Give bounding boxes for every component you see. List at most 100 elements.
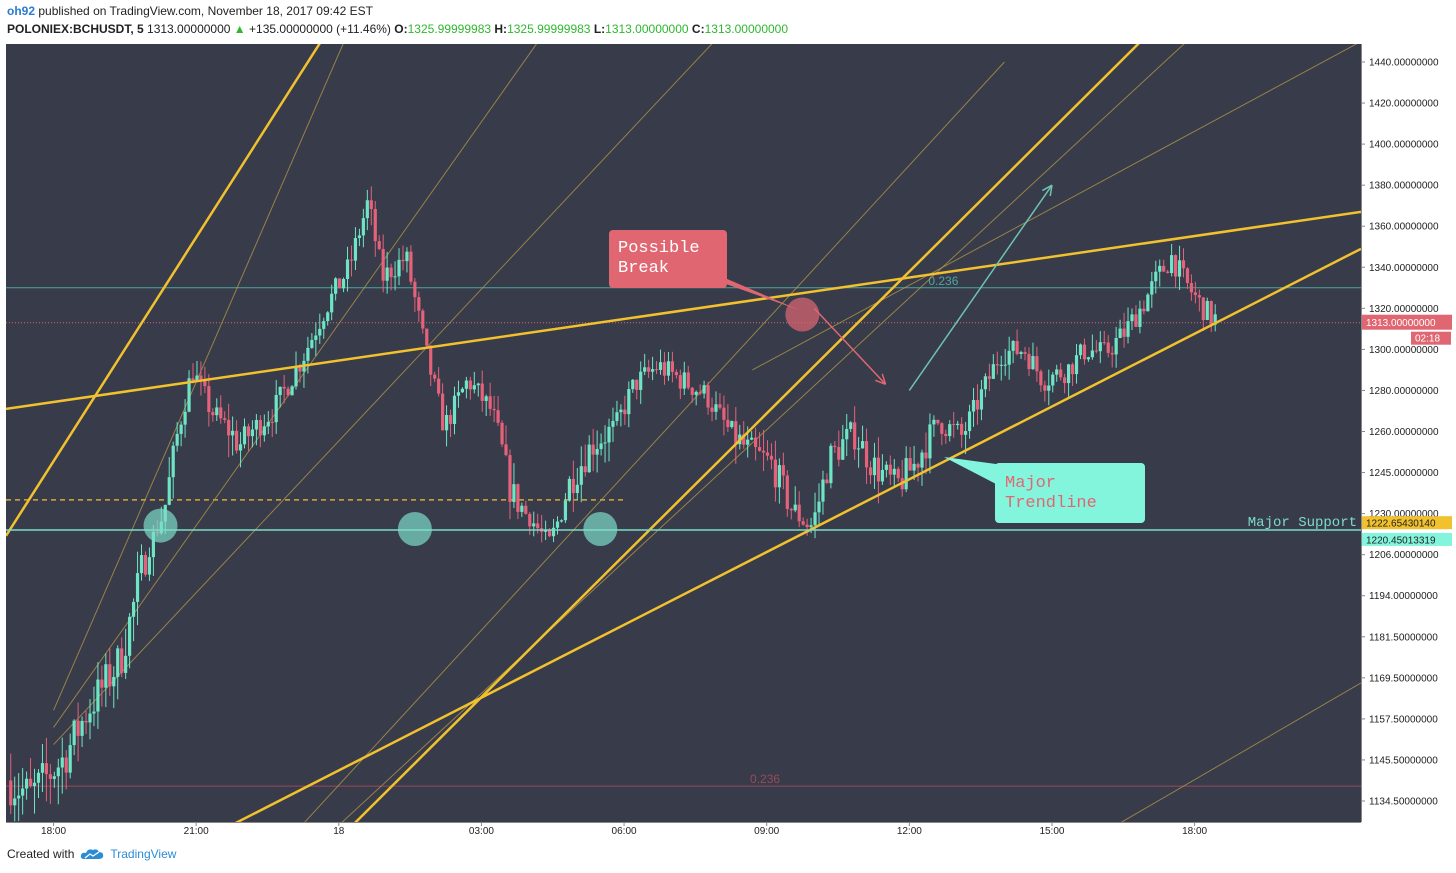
candle: [282, 374, 286, 404]
candle: [1067, 363, 1071, 399]
candle-body: [353, 237, 358, 261]
candle: [278, 386, 282, 408]
candle-body: [250, 429, 255, 437]
candle-body: [1130, 314, 1134, 322]
candle-body: [512, 484, 516, 502]
low-label: L:: [593, 22, 606, 36]
candle-body: [952, 424, 956, 426]
candle: [456, 380, 461, 408]
candle: [781, 452, 785, 490]
candle-body: [559, 520, 564, 522]
candle-body: [916, 463, 920, 468]
candle-body: [801, 521, 805, 525]
candle: [365, 189, 369, 231]
candle: [888, 455, 892, 485]
candle: [187, 370, 191, 413]
candle-body: [785, 475, 789, 509]
candle: [219, 395, 223, 424]
candle-body: [829, 445, 833, 484]
candle: [68, 733, 72, 779]
candle: [1154, 260, 1158, 294]
price-tick-label: 1206.00000000: [1369, 550, 1439, 561]
candle: [80, 716, 84, 747]
candle-body: [619, 409, 623, 413]
thin-trendline: [341, 44, 1185, 822]
candle: [369, 186, 373, 226]
candle-body: [270, 421, 274, 423]
candle: [524, 500, 528, 515]
candle: [908, 446, 912, 471]
candle: [171, 441, 175, 499]
candle-body: [750, 437, 754, 440]
price-tick-label: 1420.00000000: [1369, 99, 1439, 110]
candle-body: [924, 452, 928, 459]
candle: [932, 415, 936, 437]
candle-body: [742, 434, 746, 445]
candle: [195, 360, 199, 382]
candle: [377, 235, 381, 251]
candle: [868, 461, 873, 485]
candle: [1166, 269, 1170, 274]
candle: [349, 245, 354, 277]
candle: [805, 518, 809, 536]
author-name[interactable]: oh92: [7, 4, 36, 18]
candle: [496, 396, 500, 426]
candle: [131, 598, 136, 642]
candle-body: [544, 530, 548, 532]
candle-body: [139, 555, 144, 574]
candle-body: [1039, 371, 1043, 386]
candle-body: [1110, 352, 1114, 355]
candle: [1205, 297, 1209, 321]
candle: [829, 443, 833, 489]
candle: [995, 351, 999, 375]
candle-body: [44, 763, 49, 775]
candle: [1098, 331, 1102, 364]
candle-body: [1035, 356, 1039, 372]
candle: [884, 461, 888, 478]
circle-marker: [785, 297, 820, 332]
open-label: O:: [394, 22, 408, 36]
candle: [504, 425, 508, 457]
tradingview-link[interactable]: TradingView: [110, 847, 177, 861]
candle-body: [1150, 281, 1154, 295]
candle-body: [92, 711, 96, 714]
candle: [686, 365, 690, 390]
candle-body: [468, 380, 472, 390]
candle: [797, 491, 801, 528]
candle-body: [694, 391, 698, 395]
candle: [421, 308, 425, 334]
price-tick-label: 1260.00000000: [1369, 427, 1439, 438]
high-label: H:: [494, 22, 508, 36]
candle: [1051, 372, 1055, 393]
candle-body: [88, 713, 92, 723]
candle: [437, 367, 441, 397]
candle: [896, 466, 900, 482]
candle: [1150, 272, 1154, 308]
candle: [801, 517, 805, 526]
price-tick-label: 1134.50000000: [1369, 797, 1438, 808]
candle-body: [623, 409, 627, 415]
candle-body: [670, 361, 675, 372]
candle-body: [857, 448, 861, 450]
candle-body: [147, 557, 152, 575]
candle: [563, 493, 568, 523]
candle: [639, 361, 643, 404]
candle: [286, 386, 290, 397]
candle-body: [116, 648, 120, 677]
candle-body: [845, 428, 849, 440]
candle-body: [765, 452, 770, 456]
candle-body: [635, 379, 639, 390]
candle-body: [64, 757, 68, 773]
candle-body: [334, 278, 338, 294]
candle-body: [983, 376, 988, 390]
candle-body: [32, 782, 37, 787]
low-value: 1313.00000000: [605, 22, 689, 36]
candle-body: [631, 379, 635, 390]
candle-body: [809, 525, 813, 528]
candle: [1043, 380, 1047, 402]
thin-trendline: [304, 61, 1005, 822]
arrow-line: [908, 184, 1053, 391]
candle-body: [437, 378, 441, 394]
candle: [84, 710, 88, 735]
